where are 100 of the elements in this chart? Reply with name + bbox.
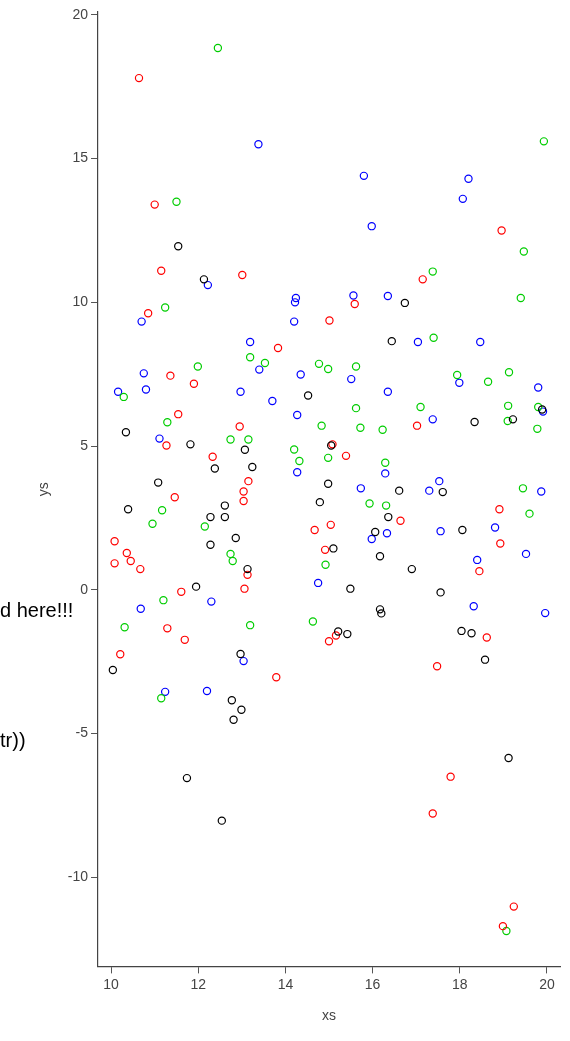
point (134, 73, 144, 83)
point (119, 392, 128, 402)
point (378, 425, 387, 434)
point (534, 383, 543, 392)
point (314, 359, 324, 369)
point (428, 415, 437, 424)
point (483, 377, 493, 386)
x-tick-label: 14 (277, 975, 294, 992)
point (155, 434, 164, 443)
point (377, 609, 386, 618)
point (153, 478, 163, 487)
point (116, 650, 125, 659)
point (113, 387, 123, 396)
point (206, 540, 215, 549)
point (416, 402, 425, 412)
point (141, 385, 151, 394)
point (245, 337, 255, 347)
point (502, 926, 511, 936)
point (331, 631, 341, 640)
point (126, 556, 135, 566)
point (418, 275, 427, 284)
point (473, 555, 482, 565)
point (534, 402, 543, 412)
x-tick-label: 10 (103, 975, 120, 992)
point (193, 362, 203, 371)
point (180, 635, 189, 645)
point (163, 624, 172, 633)
point (383, 387, 393, 396)
point (346, 584, 355, 593)
point (236, 649, 245, 659)
point (229, 715, 238, 724)
point (400, 298, 410, 308)
point (143, 309, 153, 318)
point (220, 512, 230, 522)
point (464, 174, 473, 183)
point (504, 368, 514, 377)
point (367, 534, 376, 544)
point (170, 493, 179, 502)
point (189, 379, 199, 388)
point (350, 299, 359, 309)
point (210, 464, 220, 473)
point (110, 559, 119, 568)
point (347, 374, 356, 384)
point (150, 200, 159, 209)
point (220, 501, 230, 510)
point (446, 772, 455, 781)
point (394, 486, 404, 495)
point (359, 171, 369, 181)
point (243, 564, 252, 574)
point (122, 548, 131, 558)
point (244, 435, 253, 444)
point (324, 637, 334, 646)
point (320, 545, 330, 555)
point (240, 445, 250, 455)
point (291, 293, 301, 303)
point (519, 247, 529, 256)
point (467, 629, 476, 638)
point (496, 539, 505, 548)
point (237, 705, 246, 714)
point (384, 512, 393, 522)
text: tr)) (0, 728, 26, 752)
point (428, 809, 437, 818)
point (413, 337, 423, 347)
point (245, 620, 255, 630)
point (375, 605, 385, 614)
point (166, 371, 175, 380)
point (356, 423, 365, 432)
point (407, 564, 417, 574)
point (518, 484, 528, 493)
point (191, 582, 201, 591)
point (381, 501, 391, 510)
point (174, 409, 183, 419)
point (540, 608, 550, 618)
point (382, 528, 392, 538)
point (157, 505, 167, 515)
point (268, 396, 277, 406)
point (521, 549, 531, 559)
point (226, 435, 235, 444)
point (160, 687, 170, 697)
point (432, 662, 442, 671)
point (435, 476, 444, 486)
point (349, 291, 358, 300)
point (470, 417, 479, 427)
point (238, 270, 247, 280)
point (228, 556, 237, 566)
point (537, 487, 546, 496)
point (296, 370, 305, 379)
point (208, 452, 217, 461)
point (255, 365, 264, 374)
point (203, 280, 213, 290)
point (239, 656, 248, 666)
point (248, 462, 257, 472)
point (323, 364, 333, 374)
y-tick-label: 20 (72, 5, 89, 22)
y-tick-label: 10 (72, 293, 89, 310)
point (207, 597, 216, 606)
point (308, 617, 318, 626)
point (172, 197, 181, 206)
point (239, 487, 248, 496)
point (272, 673, 281, 682)
